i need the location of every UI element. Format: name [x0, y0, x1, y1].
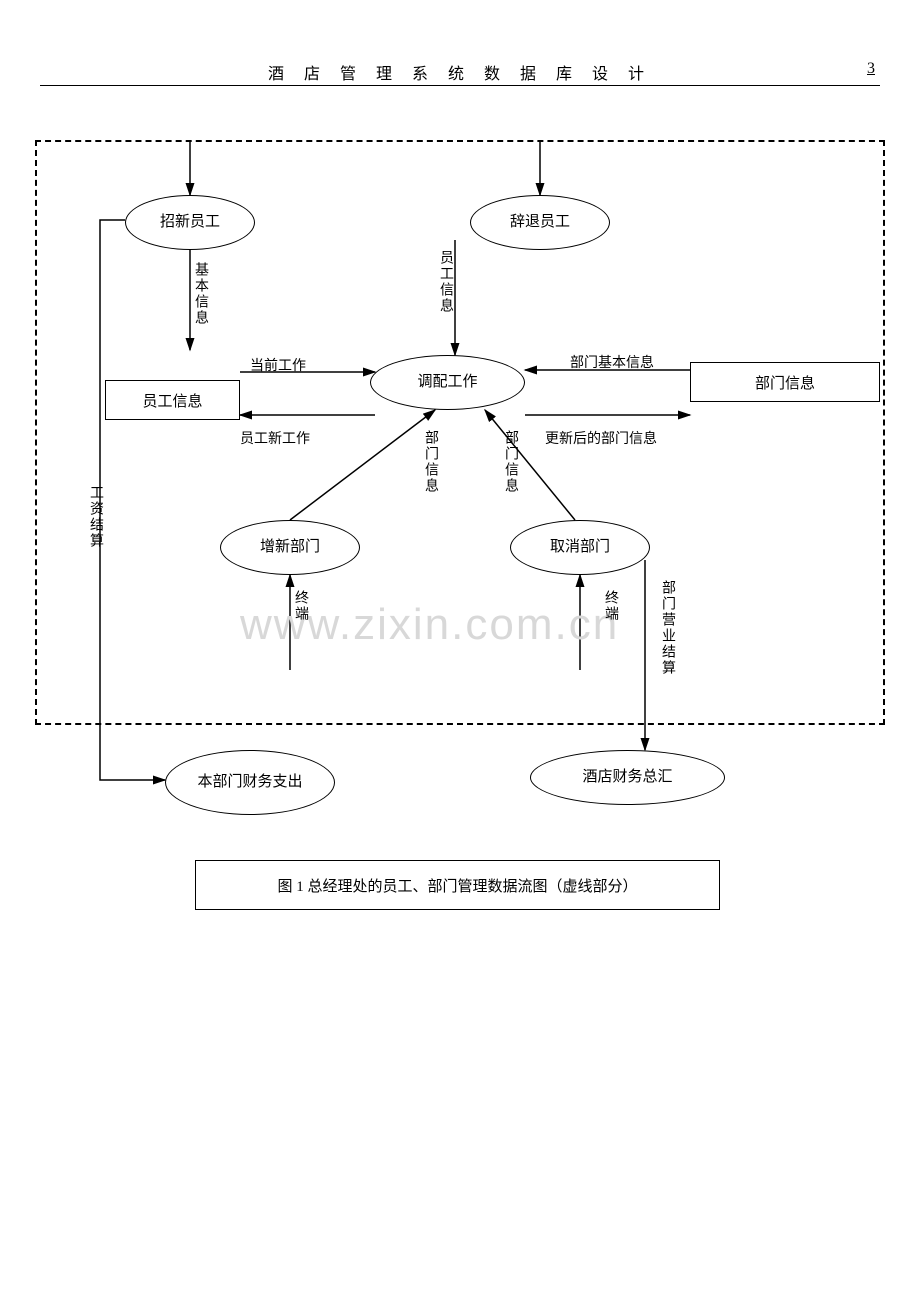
edge-label: 更新后的部门信息 — [545, 428, 657, 448]
node-employee-info: 员工信息 — [105, 380, 240, 420]
node-fire-employee: 辞退员工 — [470, 195, 610, 250]
page-header-title: 酒 店 管 理 系 统 数 据 库 设 计 — [0, 60, 920, 84]
node-department-info: 部门信息 — [690, 362, 880, 402]
node-dept-finance: 本部门财务支出 — [165, 750, 335, 815]
edge-label: 部门营业结算 — [657, 580, 677, 676]
node-delete-department: 取消部门 — [510, 520, 650, 575]
edge-label: 员工新工作 — [240, 428, 310, 448]
edge-label: 部门信息 — [420, 430, 440, 494]
edge-label: 当前工作 — [250, 355, 306, 375]
header-rule — [40, 85, 880, 86]
node-hire-employee: 招新员工 — [125, 195, 255, 250]
edge-label: 工资结算 — [85, 485, 105, 549]
edge-label: 员工信息 — [435, 250, 455, 314]
node-hotel-finance: 酒店财务总汇 — [530, 750, 725, 805]
edge-label: 部门信息 — [500, 430, 520, 494]
node-dispatch-work: 调配工作 — [370, 355, 525, 410]
page-number: 3 — [867, 60, 875, 78]
edge-label: 终端 — [600, 590, 620, 622]
dataflow-diagram: www.zixin.com.cn 招新员工 辞退员工 调配工作 增新部门 取消部… — [35, 140, 885, 840]
edge-label: 基本信息 — [190, 262, 210, 326]
figure-caption: 图 1 总经理处的员工、部门管理数据流图（虚线部分） — [195, 860, 720, 910]
edge-label: 终端 — [290, 590, 310, 622]
edge-label: 部门基本信息 — [570, 352, 654, 372]
node-add-department: 增新部门 — [220, 520, 360, 575]
